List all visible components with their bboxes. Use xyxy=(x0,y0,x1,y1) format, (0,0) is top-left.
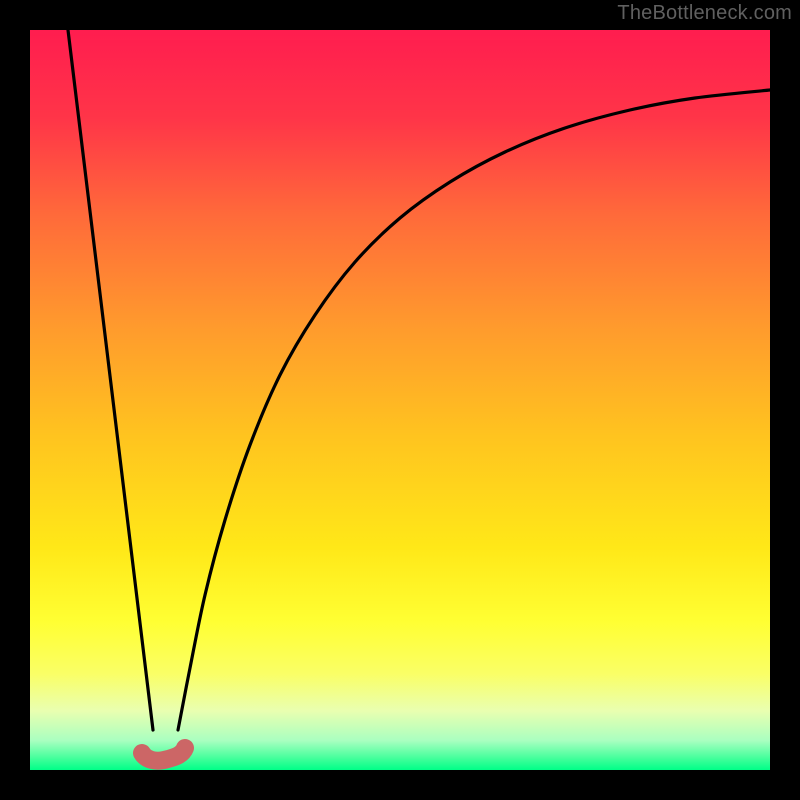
plot-svg xyxy=(30,30,770,770)
chart-container: TheBottleneck.com xyxy=(0,0,800,800)
gradient-background xyxy=(30,30,770,770)
plot-area xyxy=(30,30,770,770)
watermark-text: TheBottleneck.com xyxy=(617,2,792,25)
